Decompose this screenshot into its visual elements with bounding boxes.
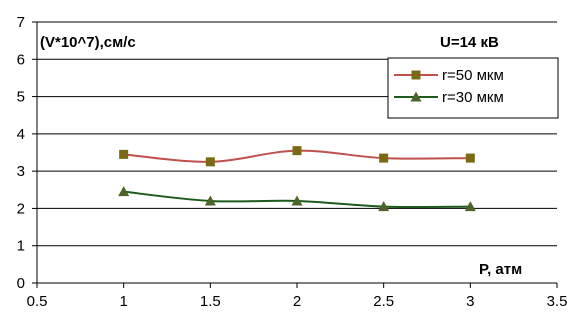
legend-label: r=30 мкм <box>442 89 504 106</box>
data-point <box>119 149 129 159</box>
data-point <box>379 153 389 163</box>
data-point <box>291 195 303 206</box>
y-tick-labels: 0 1 2 3 4 5 6 7 <box>17 14 25 292</box>
data-point <box>378 201 390 212</box>
x-tick-labels: 0.5 1 1.5 2 2.5 3 3.5 <box>27 293 568 310</box>
legend: r=50 мкм r=30 мкм <box>387 57 559 119</box>
annotation-voltage: U=14 кВ <box>440 34 499 51</box>
x-axis-label: P, атм <box>479 261 522 278</box>
series-layer <box>118 146 476 212</box>
y-tick-label: 2 <box>17 200 25 217</box>
y-axis-label: (V*10^7),см/с <box>40 34 136 51</box>
data-point <box>464 201 476 212</box>
legend-item-2: r=30 мкм <box>394 89 504 106</box>
y-tick-label: 5 <box>17 89 25 106</box>
y-tick-label: 7 <box>17 14 25 31</box>
data-point <box>205 157 215 167</box>
grid <box>37 21 557 247</box>
y-tick-label: 1 <box>17 238 25 255</box>
y-tick-label: 0 <box>17 275 25 292</box>
y-tick-label: 4 <box>17 126 25 143</box>
y-tick-label: 6 <box>17 51 25 68</box>
x-tick-label: 2 <box>293 293 301 310</box>
legend-label: r=50 мкм <box>442 67 504 84</box>
x-tick-label: 1.5 <box>200 293 221 310</box>
legend-marker <box>410 91 422 102</box>
axes <box>32 21 558 288</box>
series-2 <box>118 186 476 212</box>
data-point <box>292 146 302 156</box>
data-point <box>465 153 475 163</box>
series-1 <box>119 146 475 167</box>
x-tick-label: 0.5 <box>27 293 48 310</box>
x-tick-label: 1 <box>119 293 127 310</box>
data-point <box>118 186 130 197</box>
x-tick-label: 2.5 <box>373 293 394 310</box>
x-tick-label: 3 <box>466 293 474 310</box>
legend-item-1: r=50 мкм <box>394 67 504 84</box>
x-tick-label: 3.5 <box>547 293 568 310</box>
data-point <box>204 195 216 206</box>
legend-marker <box>411 70 421 80</box>
y-tick-label: 3 <box>17 163 25 180</box>
legend-box <box>387 57 559 119</box>
